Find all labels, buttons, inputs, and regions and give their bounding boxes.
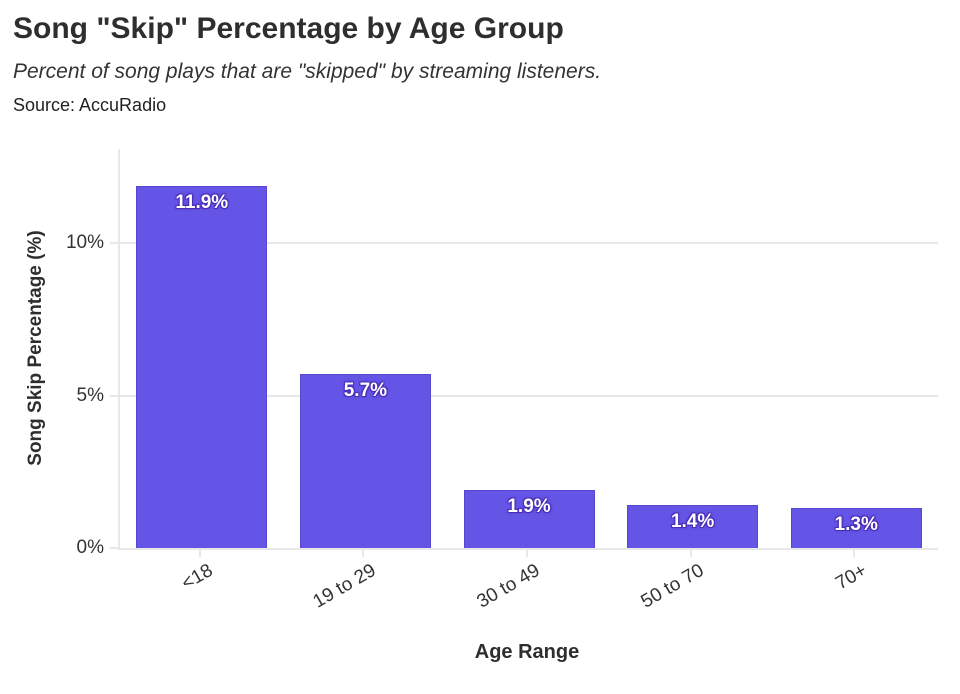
chart-source: Source: AccuRadio bbox=[13, 95, 167, 115]
chart-subtitle: Percent of song plays that are "skipped"… bbox=[13, 60, 602, 83]
x-tick-label-19 to 29: 19 to 29 bbox=[309, 560, 380, 613]
bar-50 to 70: 1.4% bbox=[627, 505, 759, 548]
y-tick-label: 5% bbox=[76, 384, 104, 406]
x-tick-mark bbox=[198, 550, 201, 557]
plot-area: 11.9% 5.7% 1.9% 1.4% 1.3% bbox=[118, 149, 938, 550]
bar-<18: 11.9% bbox=[136, 186, 268, 548]
bar-value-label: 11.9% bbox=[175, 192, 229, 213]
chart-title: Song "Skip" Percentage by Age Group bbox=[13, 12, 564, 45]
gridline-10% bbox=[120, 242, 938, 245]
y-axis-title: Song Skip Percentage (%) bbox=[25, 230, 46, 466]
bar-value-label: 1.4% bbox=[670, 511, 715, 532]
x-tick-mark bbox=[853, 550, 856, 557]
bar-value-label: 1.3% bbox=[834, 514, 878, 535]
y-tick-mark bbox=[110, 242, 118, 245]
y-tick-mark bbox=[110, 547, 118, 549]
gridline-5% bbox=[120, 394, 938, 397]
x-tick-label-70+: 70+ bbox=[832, 560, 871, 595]
x-tick-label-30 to 49: 30 to 49 bbox=[473, 560, 544, 613]
y-tick-label: 0% bbox=[76, 537, 104, 558]
x-tick-label-<18: <18 bbox=[177, 560, 217, 595]
y-tick-label: 10% bbox=[65, 232, 104, 254]
bar-value-label: 5.7% bbox=[343, 380, 388, 401]
bar-19 to 29: 5.7% bbox=[299, 374, 431, 548]
bar-value-label: 1.9% bbox=[507, 496, 551, 517]
x-tick-mark bbox=[689, 550, 692, 557]
bar-30 to 49: 1.9% bbox=[463, 490, 595, 548]
x-tick-mark bbox=[362, 550, 365, 557]
x-axis-title: Age Range bbox=[474, 641, 580, 663]
x-tick-mark bbox=[526, 550, 528, 557]
bar-70+: 1.3% bbox=[790, 508, 922, 548]
y-tick-mark bbox=[110, 394, 118, 397]
x-tick-label-50 to 70: 50 to 70 bbox=[637, 560, 708, 613]
